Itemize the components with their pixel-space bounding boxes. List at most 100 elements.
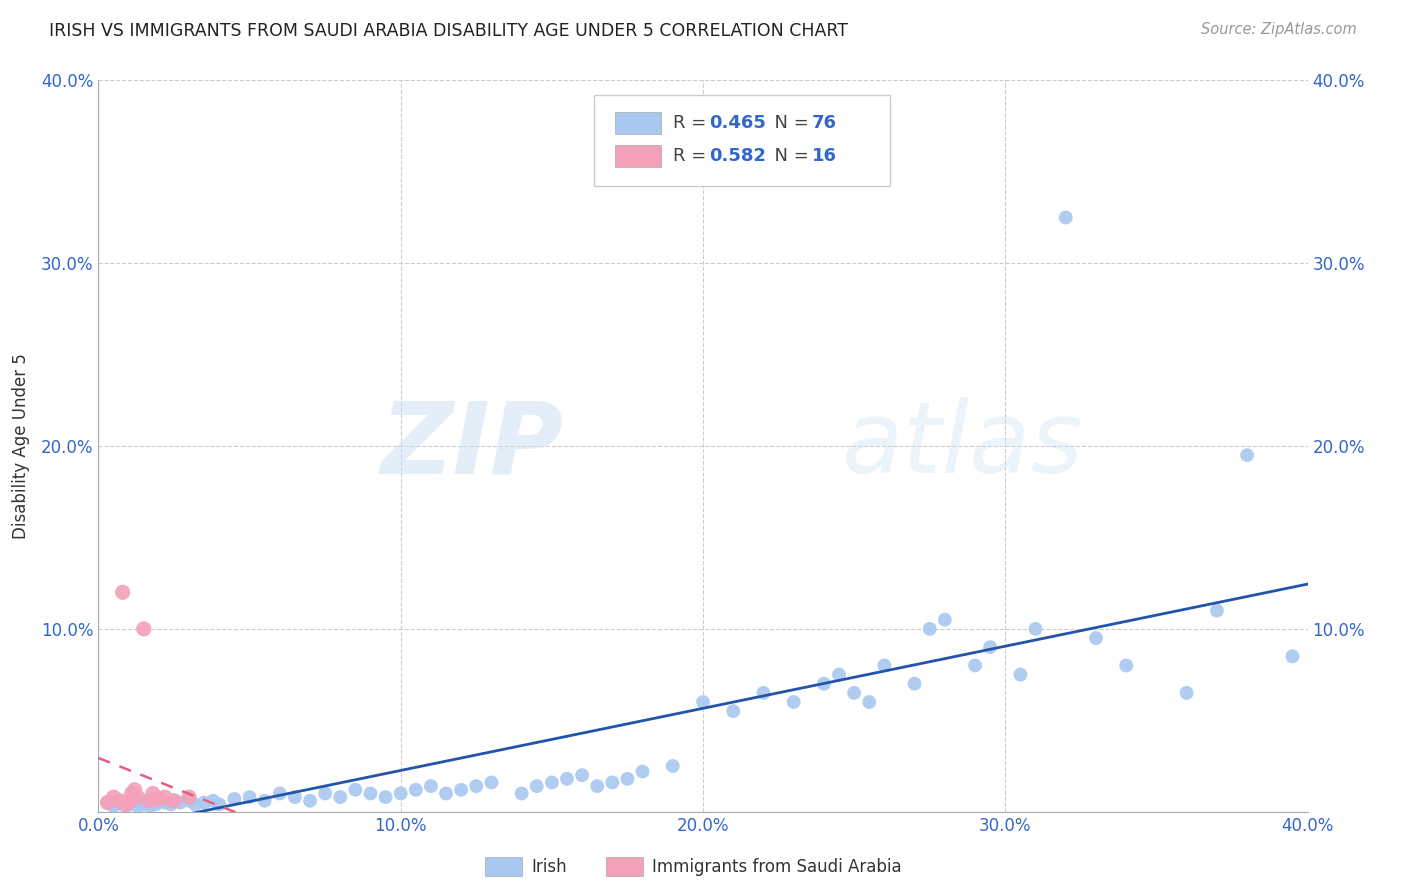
Point — [858, 695, 880, 709]
Point — [169, 796, 191, 810]
Point — [828, 667, 851, 681]
Point — [555, 772, 578, 786]
FancyBboxPatch shape — [614, 112, 661, 134]
Point — [1024, 622, 1046, 636]
Point — [374, 790, 396, 805]
Point — [105, 797, 128, 812]
Point — [420, 779, 443, 793]
Point — [904, 676, 927, 690]
Point — [103, 790, 125, 805]
Point — [135, 794, 157, 808]
Point — [360, 787, 382, 801]
Point — [450, 782, 472, 797]
Point — [111, 796, 134, 810]
Point — [1175, 686, 1198, 700]
Point — [202, 794, 225, 808]
Point — [179, 790, 201, 805]
Point — [103, 799, 125, 814]
FancyBboxPatch shape — [614, 145, 661, 167]
Point — [132, 622, 155, 636]
Text: Source: ZipAtlas.com: Source: ZipAtlas.com — [1201, 22, 1357, 37]
FancyBboxPatch shape — [485, 857, 522, 876]
Point — [124, 797, 146, 812]
Point — [314, 787, 336, 801]
Point — [193, 796, 215, 810]
Point — [160, 797, 183, 812]
FancyBboxPatch shape — [595, 95, 890, 186]
Point — [934, 613, 956, 627]
Point — [114, 799, 136, 814]
Point — [96, 796, 118, 810]
Point — [96, 796, 118, 810]
Point — [124, 782, 146, 797]
Point — [1236, 448, 1258, 462]
Text: 0.582: 0.582 — [709, 146, 766, 165]
Point — [127, 799, 149, 814]
Point — [142, 796, 165, 810]
Point — [118, 796, 141, 810]
Text: N =: N = — [763, 113, 815, 132]
Text: R =: R = — [672, 146, 711, 165]
Point — [510, 787, 533, 801]
Point — [142, 787, 165, 801]
Point — [299, 794, 322, 808]
Point — [813, 676, 835, 690]
Text: 16: 16 — [811, 146, 837, 165]
Point — [184, 797, 207, 812]
Point — [253, 794, 276, 808]
Point — [465, 779, 488, 793]
Text: Irish: Irish — [531, 857, 567, 876]
Text: IRISH VS IMMIGRANTS FROM SAUDI ARABIA DISABILITY AGE UNDER 5 CORRELATION CHART: IRISH VS IMMIGRANTS FROM SAUDI ARABIA DI… — [49, 22, 848, 40]
Point — [121, 787, 143, 801]
Point — [873, 658, 896, 673]
Point — [329, 790, 352, 805]
Point — [602, 775, 624, 789]
Point — [129, 796, 152, 810]
Point — [1206, 603, 1229, 617]
Point — [571, 768, 593, 782]
Point — [163, 794, 186, 808]
Point — [1281, 649, 1303, 664]
Point — [208, 797, 231, 812]
Point — [153, 796, 176, 810]
Point — [1054, 211, 1077, 225]
Text: N =: N = — [763, 146, 815, 165]
Text: R =: R = — [672, 113, 711, 132]
Point — [405, 782, 427, 797]
Point — [163, 794, 186, 808]
Point — [540, 775, 562, 789]
Point — [661, 759, 683, 773]
Point — [148, 792, 170, 806]
Point — [108, 794, 131, 808]
Point — [783, 695, 806, 709]
Point — [752, 686, 775, 700]
Point — [139, 799, 162, 814]
Text: ZIP: ZIP — [381, 398, 564, 494]
Point — [284, 790, 307, 805]
Point — [114, 797, 136, 812]
Point — [526, 779, 548, 793]
Point — [586, 779, 609, 793]
Text: Immigrants from Saudi Arabia: Immigrants from Saudi Arabia — [652, 857, 901, 876]
Point — [139, 794, 162, 808]
Point — [224, 792, 246, 806]
Text: 0.465: 0.465 — [709, 113, 766, 132]
Point — [111, 585, 134, 599]
Point — [844, 686, 866, 700]
Point — [1115, 658, 1137, 673]
Point — [616, 772, 638, 786]
Text: 76: 76 — [811, 113, 837, 132]
Point — [1010, 667, 1032, 681]
Y-axis label: Disability Age Under 5: Disability Age Under 5 — [11, 353, 30, 539]
Point — [118, 797, 141, 812]
Point — [121, 794, 143, 808]
Point — [148, 794, 170, 808]
Point — [389, 787, 412, 801]
Point — [153, 790, 176, 805]
Point — [481, 775, 503, 789]
FancyBboxPatch shape — [606, 857, 643, 876]
Point — [239, 790, 262, 805]
Point — [979, 640, 1001, 655]
Point — [1085, 631, 1108, 645]
Point — [631, 764, 654, 779]
